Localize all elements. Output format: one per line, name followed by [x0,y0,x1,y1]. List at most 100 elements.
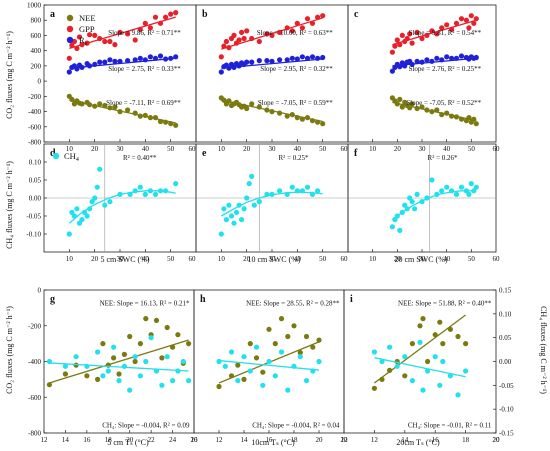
y2-tick-label-i: 0.05 [499,334,512,342]
point-re-a [152,55,159,61]
point-ch4-h [260,382,266,388]
point-ch4-g [105,368,111,374]
point-nee-a [142,112,148,118]
point-nee-c [424,107,430,113]
point-ch4-e [315,188,321,194]
point-nee-g [46,382,53,388]
x-tick-label-e: 30 [269,255,277,263]
x-tick-label-i: 12 [371,436,379,444]
point-re-a [87,63,93,69]
point-nee-g [116,371,122,377]
panel-e: 10 20 30 40 50 60 e R² = 0.25* [195,143,349,263]
point-re-c [473,54,479,61]
point-ch4-h [253,344,260,350]
point-ch4-e [294,188,300,194]
trend-line-ch4-g [49,362,189,372]
x-tick-label-d: 60 [189,255,197,263]
annotation-c: Slope = 2.76, R² = 0.25** [409,65,482,73]
point-ch4-g [127,387,133,393]
x-tick-label-a: 60 [189,145,197,153]
point-nee-b [294,115,300,121]
panels: 10 20 30 40 50 60-800-600-400-200020040060080… [26,2,514,445]
legend-label-ch4: CH4 [64,151,79,163]
point-gpp-c [407,31,413,37]
point-ch4-g [121,363,127,369]
point-ch4-h [241,354,247,360]
point-ch4-f [394,213,400,219]
annotation-b: Slope = 10.00, R² = 0.63** [257,29,334,37]
point-ch4-e [236,202,242,208]
point-ch4-f [466,191,472,197]
x-tick-label-b: 40 [294,145,302,153]
point-nee-a [152,115,159,121]
point-nee-b [226,98,232,104]
point-gpp-a [152,14,159,20]
point-gpp-a [66,55,72,61]
point-nee-i [387,367,393,373]
panel-letter-e: e [202,148,207,159]
point-ch4-d [71,213,77,219]
point-ch4-d [97,166,103,172]
point-re-a [147,54,153,60]
x-tick-label-g: 22 [148,436,156,444]
point-re-a [168,55,174,61]
point-nee-a [137,113,143,119]
point-nee-g [95,376,101,382]
point-ch4-d [163,188,169,194]
x-tick-label-e: 60 [341,255,349,263]
point-re-a [163,56,169,62]
point-re-a [92,61,98,67]
point-nee-a [173,122,179,128]
point-nee-b [315,119,321,125]
x-title-swc-10cm: 10 cm SWC (%) [247,255,300,264]
panel-i: 10 12 14 16 18 2020-0.15-0.10-0.050.000.050.1… [341,287,515,445]
x-tick-label-f: 50 [468,255,476,263]
point-ch4-f [434,191,440,197]
point-ch4-d [127,191,133,197]
point-re-b [309,54,316,60]
point-ch4-h [297,354,303,360]
legend-marker-gpp [66,25,74,33]
point-gpp-c [468,13,474,19]
point-ch4-i [394,363,400,369]
point-ch4-d [137,184,143,190]
point-nee-h [291,323,297,329]
y-tick-label-g: -400 [28,358,41,366]
point-re-a [173,54,179,60]
x-tick-label-h: 12 [216,436,224,444]
point-gpp-b [269,32,275,39]
point-gpp-a [157,20,164,26]
x-tick-label-d: 10 [66,255,74,263]
point-ch4-d [66,231,72,237]
trend-line-re-a [69,57,176,69]
y2-tick-label-i: -0.05 [499,382,514,390]
y-tick-label-g: -800 [28,430,41,438]
point-ch4-e [221,206,227,212]
point-ch4-f [439,188,445,194]
point-gpp-b [244,28,250,34]
point-ch4-d [74,206,80,212]
point-nee-i [437,319,443,325]
y-tick-label-a: -600 [28,123,41,131]
point-ch4-e [239,217,245,223]
point-gpp-a [84,40,90,46]
point-ch4-g [100,373,106,379]
point-gpp-c [389,49,395,55]
point-gpp-c [463,17,469,23]
x-tick-label-i: 16 [432,436,440,444]
point-ch4-i [455,392,461,398]
y-tick-label-a: 0 [38,78,42,86]
point-ch4-g [116,378,122,384]
point-ch4-g [62,363,68,369]
point-nee-a [125,107,131,113]
point-gpp-b [239,29,245,35]
point-ch4-h [291,363,297,369]
point-nee-b [299,116,305,122]
point-gpp-b [294,20,300,26]
x-tick-label-a: 40 [142,145,150,153]
point-nee-i [440,341,446,347]
point-re-a [74,66,80,72]
point-nee-g [100,341,106,347]
y-tick-label-g: 0 [38,287,42,295]
annotation-a: Slope = 2.75, R² = 0.33** [108,65,181,73]
